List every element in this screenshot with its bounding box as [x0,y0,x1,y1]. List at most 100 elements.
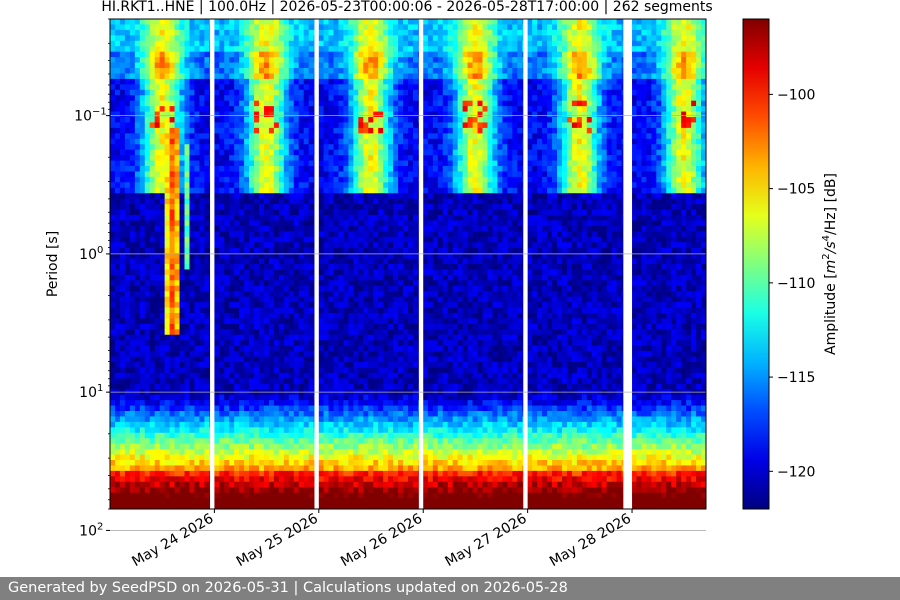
heatmap-cell [348,378,354,385]
heatmap-cell [338,356,345,363]
heatmap-cell [149,68,156,75]
heatmap-cell [149,35,156,42]
heatmap-cell [139,176,146,183]
heatmap-cell [154,323,161,330]
heatmap-cell [338,258,345,265]
heatmap-cell [189,334,196,341]
heatmap-cell [368,443,374,450]
heatmap-cell [219,187,225,194]
heatmap-cell [273,340,280,347]
heatmap-cell [164,166,171,173]
heatmap-cell [333,127,340,134]
heatmap-cell [308,400,315,407]
heatmap-cell [179,487,186,494]
heatmap-cell [338,470,345,477]
heatmap-cell [139,220,146,227]
heatmap-cell [134,29,141,36]
heatmap-cell [110,225,116,232]
heatmap-cell [134,215,141,222]
heatmap-cell [268,220,275,227]
heatmap-cell [333,198,340,205]
heatmap-cell [214,133,220,140]
heatmap-cell [219,40,225,47]
heatmap-cell [134,236,141,243]
heatmap-cell [184,443,191,450]
heatmap-cell [189,285,196,292]
heatmap-cell [219,176,225,183]
heatmap-cell [268,302,275,309]
heatmap-cell [174,160,181,167]
heatmap-cell [244,258,250,265]
heatmap-cell [263,95,270,102]
heatmap-cell [373,362,379,369]
heatmap-cell [353,138,359,145]
heatmap-cell [144,411,151,418]
heatmap-cell [174,62,181,69]
heatmap-cell [338,19,345,26]
heatmap-cell [179,432,186,439]
heatmap-cell [114,421,121,428]
heatmap-cell [323,302,330,309]
heatmap-cell [343,225,349,232]
heatmap-cell [338,411,345,418]
heatmap-cell [348,269,354,276]
heatmap-cell [154,481,161,488]
heatmap-cell [333,144,340,151]
heatmap-cell [169,411,176,418]
heatmap-cell [214,231,220,238]
heatmap-cell [353,176,359,183]
heatmap-cell [134,492,141,499]
heatmap-cell [154,318,161,325]
heatmap-cell [194,258,200,265]
heatmap-cell [119,264,126,271]
heatmap-cell [293,470,300,477]
heatmap-cell [323,236,330,243]
heatmap-cell [164,443,171,450]
heatmap-cell [283,40,290,47]
heatmap-cell [333,405,340,412]
heatmap-cell [129,51,136,58]
heatmap-cell [363,73,369,80]
heatmap-cell [119,117,126,124]
heatmap-cell [159,269,166,276]
heatmap-cell [358,367,364,374]
heatmap-cell [323,443,330,450]
heatmap-cell [234,57,240,64]
heatmap-cell [358,95,364,102]
heatmap-cell [214,470,220,477]
heatmap-cell [373,225,379,232]
heatmap-cell [239,465,245,472]
heatmap-cell [184,291,191,298]
heatmap-cell [353,356,359,363]
heatmap-cell [254,40,260,47]
heatmap-cell [119,138,126,145]
heatmap-cell [303,122,310,129]
heatmap-cell [214,492,220,499]
heatmap-cell [164,329,171,336]
heatmap-cell [114,302,121,309]
heatmap-cell [214,323,220,330]
heatmap-cell [268,394,275,401]
heatmap-cell [189,182,196,189]
heatmap-cell [184,78,191,85]
heatmap-cell [114,84,121,91]
heatmap-cell [348,35,354,42]
heatmap-cell [114,503,121,509]
heatmap-cell [154,345,161,352]
heatmap-cell [278,443,285,450]
heatmap-cell [259,95,265,102]
heatmap-cell [110,46,116,53]
heatmap-cell [164,302,171,309]
heatmap-cell [139,209,146,216]
heatmap-cell [308,470,315,477]
heatmap-cell [204,487,210,494]
heatmap-cell [124,236,131,243]
heatmap-cell [273,264,280,271]
heatmap-cell [298,340,305,347]
heatmap-cell [288,432,295,439]
heatmap-cell [144,274,151,281]
heatmap-cell [184,40,191,47]
heatmap-cell [353,68,359,75]
heatmap-cell [263,198,270,205]
heatmap-cell [259,209,265,216]
